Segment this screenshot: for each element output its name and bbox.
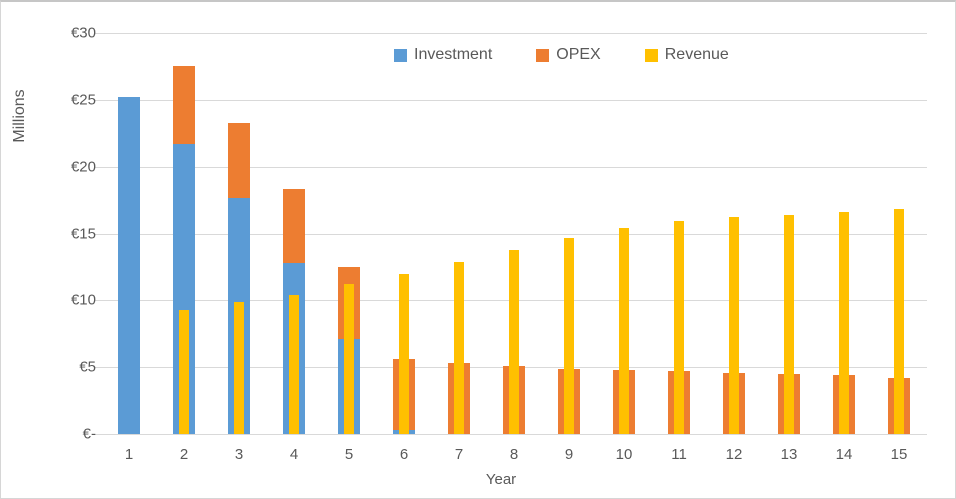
x-tick-label: 15 [890, 446, 908, 463]
bar-revenue-year-4 [289, 295, 299, 434]
bar-revenue-year-12 [729, 217, 739, 434]
bar-revenue-year-14 [839, 212, 849, 434]
legend: Investment OPEX Revenue [394, 46, 729, 64]
legend-label: Revenue [664, 46, 729, 63]
y-axis-title: Millions [11, 89, 28, 143]
x-tick-label: 5 [344, 446, 354, 463]
legend-label: OPEX [556, 46, 601, 63]
x-tick-label: 11 [671, 446, 687, 463]
y-tick-label: €10 [70, 291, 96, 309]
legend-swatch-icon [536, 48, 550, 62]
y-axis-tick [95, 367, 101, 368]
legend-swatch-icon [394, 48, 407, 62]
x-axis-line [101, 434, 927, 435]
y-tick-label: €5 [79, 358, 96, 376]
x-tick-label: 2 [179, 446, 189, 463]
legend-label: Investment [414, 46, 493, 63]
x-tick-label: 4 [289, 446, 299, 463]
gridline [101, 100, 927, 101]
y-axis-tick [95, 234, 101, 235]
legend-item-revenue: Revenue [644, 46, 729, 64]
x-tick-label: 12 [725, 446, 743, 463]
x-tick-label: 1 [124, 446, 134, 463]
y-tick-label: €15 [70, 225, 96, 243]
x-tick-label: 10 [615, 446, 633, 463]
bar-opex-year-3 [228, 123, 250, 198]
y-axis-tick [95, 33, 101, 34]
x-tick-label: 6 [399, 446, 409, 463]
bar-investment-year-2 [173, 144, 195, 434]
legend-item-opex: OPEX [536, 46, 601, 64]
x-tick-label: 8 [509, 446, 519, 463]
y-tick-label: €20 [70, 158, 96, 176]
y-axis-tick [95, 300, 101, 301]
bar-revenue-year-6 [399, 274, 409, 434]
bar-revenue-year-9 [564, 238, 574, 434]
y-tick-label: €30 [70, 24, 96, 42]
x-tick-label: 7 [454, 446, 464, 463]
legend-item-investment: Investment [394, 46, 492, 64]
x-tick-label: 13 [780, 446, 798, 463]
bar-investment-year-1 [118, 97, 140, 434]
bar-revenue-year-5 [344, 284, 354, 434]
legend-swatch-icon [644, 48, 658, 62]
y-axis-tick [95, 434, 101, 435]
bar-revenue-year-11 [674, 221, 684, 434]
y-axis-tick [95, 167, 101, 168]
bar-revenue-year-3 [234, 302, 244, 434]
gridline [101, 234, 927, 235]
bar-revenue-year-2 [179, 310, 189, 434]
bar-opex-year-2 [173, 66, 195, 144]
y-tick-label: €- [82, 425, 96, 443]
x-axis-title: Year [485, 471, 517, 488]
bar-revenue-year-10 [619, 228, 629, 434]
bar-revenue-year-15 [894, 209, 904, 434]
x-tick-label: 14 [835, 446, 853, 463]
y-tick-label: €25 [70, 91, 96, 109]
x-tick-label: 3 [234, 446, 244, 463]
bar-revenue-year-7 [454, 262, 464, 434]
gridline [101, 167, 927, 168]
gridline [101, 33, 927, 34]
bar-opex-year-4 [283, 189, 305, 263]
y-axis-tick [95, 100, 101, 101]
bar-revenue-year-13 [784, 215, 794, 434]
x-tick-label: 9 [564, 446, 574, 463]
bar-revenue-year-8 [509, 250, 519, 434]
